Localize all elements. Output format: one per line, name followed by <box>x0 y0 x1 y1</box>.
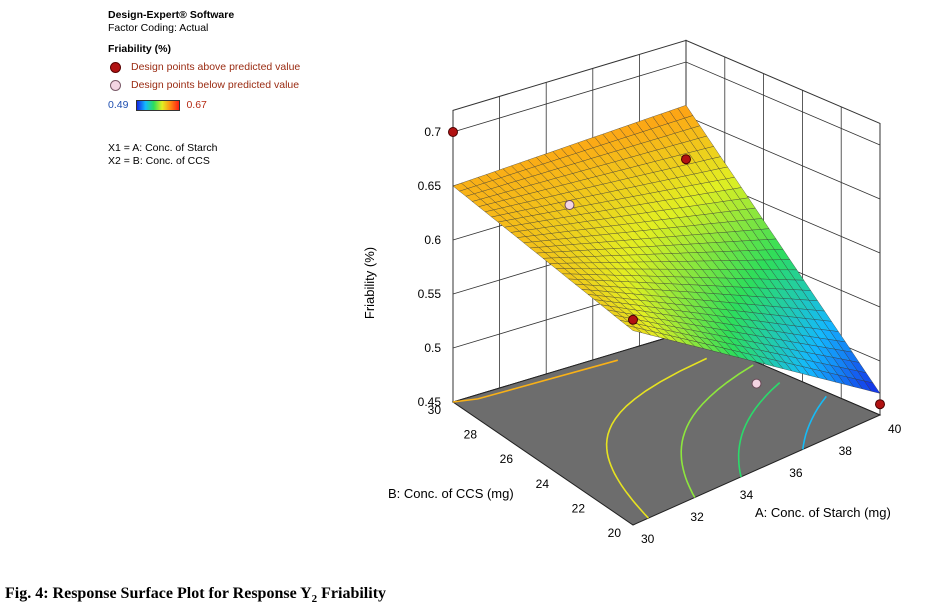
factor-x2: X2 = B: Conc. of CCS <box>108 155 210 167</box>
z-tick-label: 0.6 <box>424 233 441 247</box>
design-point-above <box>448 127 458 137</box>
z-axis-title: Friability (%) <box>362 247 377 319</box>
caption-suffix: Friability <box>317 585 387 602</box>
design-point-above <box>628 314 638 325</box>
above-point-icon <box>110 62 121 73</box>
x-axis-ticks: 30 32 34 36 38 40 <box>641 422 902 546</box>
response-name: Friability (%) <box>108 43 172 55</box>
design-point-above <box>875 399 885 410</box>
figure-caption: Fig. 4: Response Surface Plot for Respon… <box>5 585 386 605</box>
factor-x1: X1 = A: Conc. of Starch <box>108 142 218 154</box>
legend-above: Design points above predicted value <box>108 61 300 74</box>
color-gradient <box>136 100 181 111</box>
y-axis-title: B: Conc. of CCS (mg) <box>388 486 514 501</box>
y-axis-ticks: 20 22 24 26 28 30 <box>428 403 622 540</box>
scale-min: 0.49 <box>108 99 129 111</box>
design-points <box>448 127 885 410</box>
factor-coding: Factor Coding: Actual <box>108 22 209 34</box>
x-tick-label: 38 <box>839 444 853 458</box>
x-tick-label: 30 <box>641 532 655 546</box>
z-tick-label: 0.7 <box>424 125 441 139</box>
x-tick-label: 36 <box>789 466 803 480</box>
surface-cell <box>626 325 642 333</box>
x-tick-label: 34 <box>740 488 754 502</box>
scale-max: 0.67 <box>186 99 207 111</box>
factor-list: X1 = A: Conc. of Starch X2 = B: Conc. of… <box>108 142 300 168</box>
contour-line <box>452 359 619 403</box>
software-name: Design-Expert® Software <box>108 9 235 21</box>
x-tick-label: 40 <box>888 422 902 436</box>
legend-below-label: Design points below predicted value <box>131 79 300 91</box>
contour-line <box>802 395 827 450</box>
y-tick-label: 30 <box>428 403 442 417</box>
color-scale: 0.49 0.67 <box>108 99 300 112</box>
legend-above-label: Design points above predicted value <box>131 61 301 73</box>
legend-below: Design points below predicted value <box>108 79 300 92</box>
grid-line <box>452 61 881 146</box>
y-tick-label: 26 <box>500 452 514 466</box>
x-tick-label: 32 <box>690 510 704 524</box>
caption-text: Fig. 4: Response Surface Plot for Respon… <box>5 585 312 602</box>
caption-subscript: 2 <box>311 593 318 606</box>
y-tick-label: 28 <box>464 428 478 442</box>
contour-line <box>605 357 708 519</box>
z-tick-label: 0.45 <box>418 395 442 409</box>
y-tick-label: 20 <box>608 526 622 540</box>
z-tick-label: 0.5 <box>424 341 441 355</box>
design-point-below <box>564 200 575 210</box>
contour-line <box>737 382 781 478</box>
design-point-below <box>751 378 762 389</box>
contour-line <box>680 364 754 498</box>
response-surface <box>452 104 881 394</box>
contour-lines <box>452 357 827 519</box>
design-point-above <box>681 154 691 165</box>
z-axis-ticks: 0.45 0.5 0.55 0.6 0.65 0.7 <box>418 125 442 409</box>
response-surface-plot: 0.450.50.550.60.650.73032343638402022242… <box>362 39 902 546</box>
y-tick-label: 24 <box>536 477 550 491</box>
y-tick-label: 22 <box>572 501 586 515</box>
z-tick-label: 0.55 <box>418 287 442 301</box>
x-axis-title: A: Conc. of Starch (mg) <box>755 505 891 520</box>
z-tick-label: 0.65 <box>418 179 442 193</box>
info-panel: Design-Expert® Software Factor Coding: A… <box>108 9 300 168</box>
below-point-icon <box>110 80 121 91</box>
